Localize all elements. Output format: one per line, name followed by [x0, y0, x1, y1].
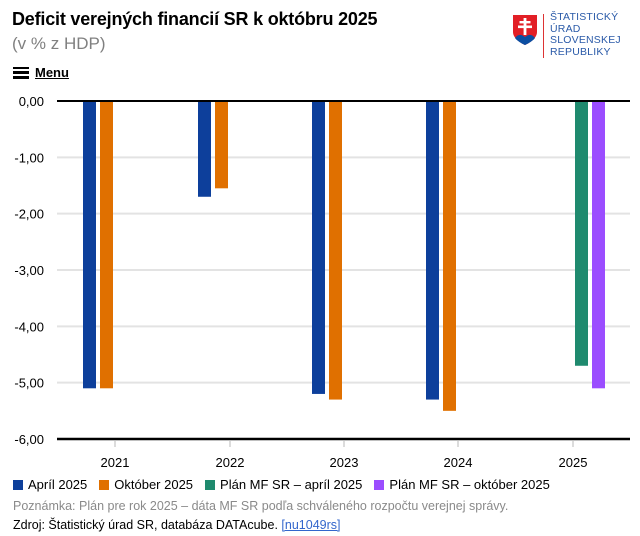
- chart-title: Deficit verejných financií SR k októbru …: [12, 9, 378, 29]
- chart-subtitle: (v % z HDP): [12, 34, 106, 53]
- legend: Apríl 2025 Október 2025 Plán MF SR – apr…: [13, 477, 550, 492]
- legend-item-oktober-2025[interactable]: Október 2025: [99, 477, 193, 492]
- logo-text: ŠTATISTICKÝ ÚRAD SLOVENSKEJ REPUBLIKY: [550, 11, 621, 58]
- legend-label: Apríl 2025: [28, 477, 88, 492]
- statistical-office-logo: ŠTATISTICKÝ ÚRAD SLOVENSKEJ REPUBLIKY: [512, 11, 636, 62]
- y-tick-label: -4,00: [14, 319, 44, 334]
- bar-2023-0: [312, 101, 325, 394]
- legend-swatch: [99, 479, 110, 490]
- bar-2023-1: [329, 101, 342, 400]
- logo-line: ŠTATISTICKÝ: [550, 11, 619, 23]
- y-tick-label: 0,00: [19, 94, 44, 109]
- bar-2025-3: [592, 101, 605, 389]
- bar-2021-1: [100, 101, 113, 389]
- legend-swatch: [374, 479, 385, 490]
- coat-of-arms-icon: [513, 15, 537, 45]
- bar-2022-1: [215, 101, 228, 189]
- axes: [57, 100, 630, 447]
- y-tick-label: -2,00: [14, 207, 44, 222]
- source-text: Zdroj: Štatistický úrad SR, databáza DAT…: [13, 518, 278, 532]
- legend-item-plan-oktober[interactable]: Plán MF SR – október 2025: [374, 477, 550, 492]
- footnote: Poznámka: Plán pre rok 2025 – dáta MF SR…: [13, 499, 509, 513]
- source-link[interactable]: [nu1049rs]: [281, 518, 341, 532]
- y-tick-label: -1,00: [14, 150, 44, 165]
- bar-2022-0: [198, 101, 211, 197]
- x-axis-labels: 2021 2022 2023 2024 2025: [101, 455, 588, 470]
- y-tick-label: -5,00: [14, 376, 44, 391]
- gridlines: [57, 156, 630, 384]
- legend-label: Október 2025: [114, 477, 194, 492]
- y-tick-label: -6,00: [14, 432, 44, 447]
- x-tick-label: 2021: [101, 455, 130, 470]
- legend-swatch: [205, 479, 216, 490]
- menu-button[interactable]: Menu: [13, 65, 69, 80]
- bar-2021-0: [83, 101, 96, 389]
- logo-line: REPUBLIKY: [550, 45, 611, 58]
- x-tick-label: 2023: [330, 455, 359, 470]
- logo-divider: [543, 14, 544, 58]
- menu-label: Menu: [35, 65, 69, 80]
- legend-label: Plán MF SR – apríl 2025: [220, 477, 363, 492]
- x-tick-label: 2022: [216, 455, 245, 470]
- legend-label: Plán MF SR – október 2025: [389, 477, 550, 492]
- bar-2024-1: [443, 101, 456, 411]
- y-axis-labels: 0,00 -1,00 -2,00 -3,00 -4,00 -5,00 -6,00: [14, 94, 44, 447]
- bars: [83, 101, 605, 411]
- y-tick-label: -3,00: [14, 263, 44, 278]
- logo-line: SLOVENSKEJ: [550, 34, 621, 46]
- x-tick-label: 2025: [559, 455, 588, 470]
- legend-item-april-2025[interactable]: Apríl 2025: [13, 477, 87, 492]
- source-line: Zdroj: Štatistický úrad SR, databáza DAT…: [13, 518, 341, 532]
- bar-2025-2: [575, 101, 588, 366]
- legend-swatch: [13, 479, 23, 490]
- legend-item-plan-april[interactable]: Plán MF SR – apríl 2025: [205, 477, 362, 492]
- x-tick-label: 2024: [444, 455, 473, 470]
- hamburger-icon: [13, 66, 29, 79]
- bar-2024-0: [426, 101, 439, 400]
- logo-line: ÚRAD: [550, 22, 581, 35]
- bar-chart: 0,00-1,00-2,00-3,00-4,00-5,00-6,00 2021 2…: [14, 94, 630, 470]
